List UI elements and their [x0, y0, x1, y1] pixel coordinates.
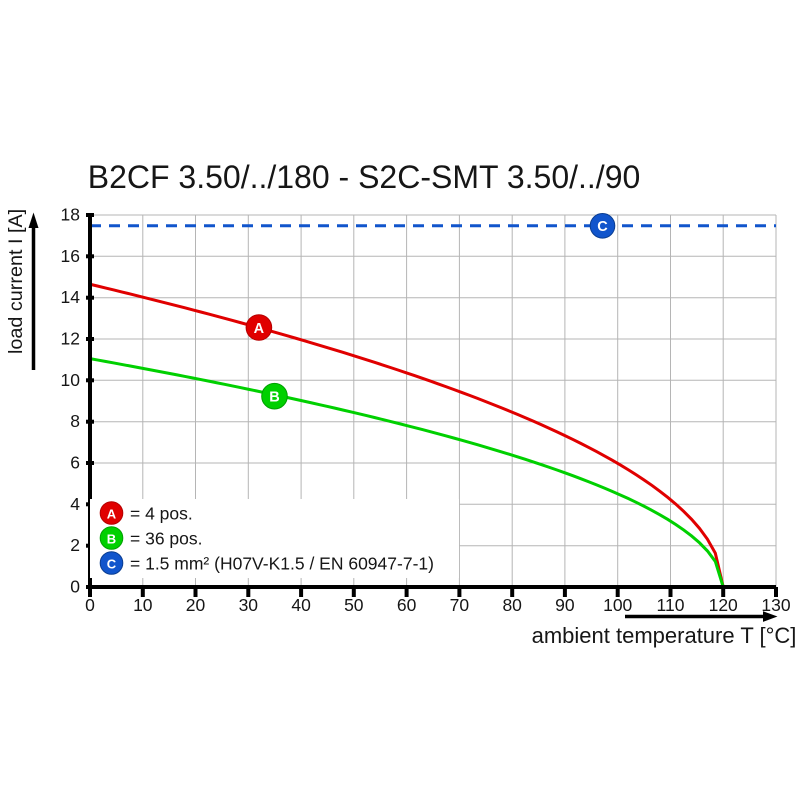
- svg-text:30: 30: [239, 595, 259, 615]
- svg-text:80: 80: [502, 595, 522, 615]
- svg-text:90: 90: [555, 595, 575, 615]
- svg-text:16: 16: [61, 246, 80, 266]
- svg-text:18: 18: [61, 205, 80, 225]
- svg-text:B: B: [269, 390, 279, 406]
- svg-text:40: 40: [291, 595, 311, 615]
- svg-text:6: 6: [70, 453, 80, 473]
- svg-text:B2CF 3.50/../180 - S2C-SMT 3.5: B2CF 3.50/../180 - S2C-SMT 3.50/../90: [88, 159, 641, 195]
- svg-text:10: 10: [133, 595, 153, 615]
- svg-text:12: 12: [61, 329, 80, 349]
- svg-text:A: A: [254, 321, 265, 337]
- svg-text:2: 2: [70, 535, 80, 555]
- svg-text:120: 120: [709, 595, 738, 615]
- svg-text:110: 110: [657, 595, 685, 615]
- svg-text:4: 4: [70, 494, 80, 514]
- svg-text:130: 130: [761, 595, 790, 615]
- svg-text:= 36 pos.: = 36 pos.: [130, 529, 203, 549]
- svg-text:= 4 pos.: = 4 pos.: [130, 504, 193, 524]
- svg-text:50: 50: [344, 595, 364, 615]
- svg-text:100: 100: [603, 595, 632, 615]
- svg-text:70: 70: [450, 595, 470, 615]
- svg-text:ambient temperature T [°C]: ambient temperature T [°C]: [532, 623, 797, 648]
- svg-text:8: 8: [70, 411, 80, 431]
- svg-text:B: B: [107, 532, 116, 547]
- svg-text:C: C: [597, 219, 608, 235]
- svg-text:A: A: [107, 507, 117, 522]
- svg-text:60: 60: [397, 595, 417, 615]
- svg-text:0: 0: [70, 577, 80, 597]
- svg-text:load current I [A]: load current I [A]: [5, 209, 27, 354]
- svg-text:C: C: [107, 557, 117, 572]
- svg-text:= 1.5 mm² (H07V-K1.5 / EN 6094: = 1.5 mm² (H07V-K1.5 / EN 60947-7-1): [130, 554, 434, 574]
- svg-text:14: 14: [61, 287, 81, 307]
- svg-text:10: 10: [61, 370, 81, 390]
- svg-text:0: 0: [85, 595, 95, 615]
- svg-text:20: 20: [186, 595, 206, 615]
